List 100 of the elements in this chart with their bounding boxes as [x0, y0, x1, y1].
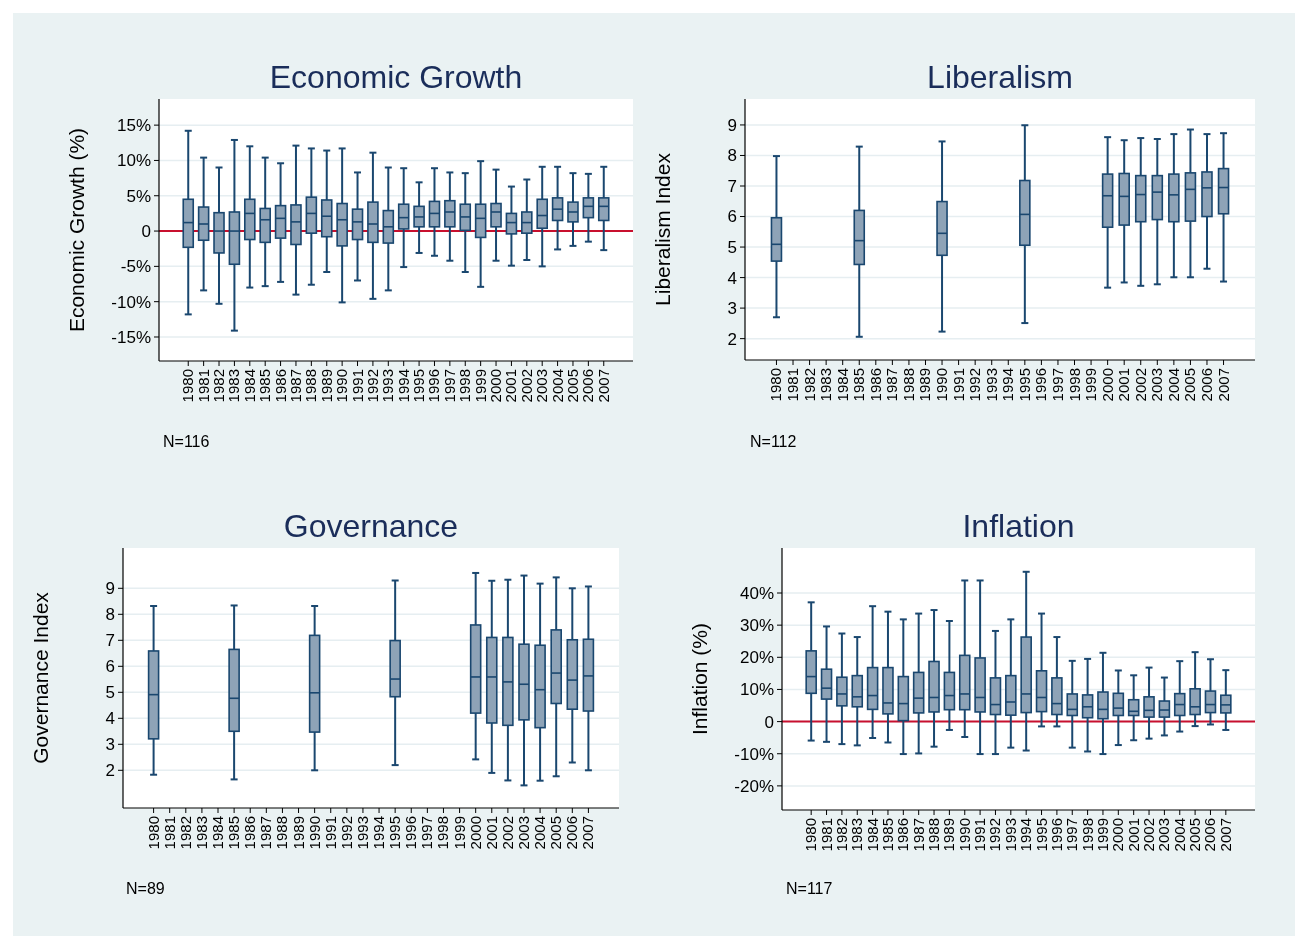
x-tick-label: 2000 — [487, 369, 505, 403]
y-tick-label: 5% — [126, 186, 151, 206]
x-tick-label: 2003 — [1155, 818, 1173, 852]
chart-title: Inflation — [962, 508, 1075, 544]
x-tick-label: 2007 — [1216, 818, 1234, 852]
chart-title: Governance — [283, 508, 459, 544]
x-tick-label: 1981 — [817, 818, 835, 852]
y-tick-label: 3 — [105, 735, 115, 755]
y-axis-title: Governance Index — [29, 591, 52, 764]
x-tick-label: 1992 — [363, 369, 381, 403]
x-tick-label: 1981 — [784, 368, 802, 402]
x-tick-label: 1989 — [289, 816, 307, 850]
x-tick-label: 2005 — [1186, 818, 1204, 852]
x-tick-label: 1986 — [241, 816, 259, 850]
x-tick-label: 1984 — [240, 369, 258, 403]
x-tick-label: 1988 — [899, 368, 917, 402]
x-tick-label: 1998 — [1078, 818, 1096, 852]
x-tick-label: 1987 — [909, 818, 927, 852]
x-tick-label: 1985 — [225, 816, 243, 850]
y-tick-label: 15% — [116, 116, 151, 136]
x-tick-label: 1982 — [832, 818, 850, 852]
x-tick-label: 1991 — [971, 818, 989, 852]
x-tick-label: 1999 — [471, 369, 489, 403]
x-tick-label: 2003 — [1148, 368, 1166, 402]
x-tick-label: 1986 — [866, 368, 884, 402]
x-tick-label: 2007 — [1214, 368, 1232, 402]
text: N=112 — [750, 432, 797, 450]
y-tick-label: -20% — [734, 776, 774, 796]
x-tick-label: 1987 — [286, 369, 304, 403]
x-tick-label: 1985 — [878, 818, 896, 852]
x-tick-label: 2007 — [594, 369, 612, 403]
x-tick-label: 2004 — [1164, 368, 1182, 402]
x-tick-label: 2005 — [563, 369, 581, 403]
x-tick-label: 1984 — [209, 816, 227, 850]
x-tick-label: 1982 — [800, 368, 818, 402]
x-tick-label: 1983 — [848, 818, 866, 852]
x-tick-label: 1994 — [370, 816, 388, 850]
x-tick-label: 1981 — [160, 816, 178, 850]
y-tick-label: 7 — [105, 631, 115, 651]
x-tick-label: 1998 — [1065, 368, 1083, 402]
chart-title: Economic Growth — [269, 59, 523, 95]
x-tick-label: 1990 — [333, 369, 351, 403]
y-tick-label: 2 — [105, 761, 115, 781]
x-tick-label: 1991 — [949, 368, 967, 402]
x-tick-label: 1994 — [999, 368, 1017, 402]
x-tick-label: 1993 — [353, 816, 371, 850]
x-tick-label: 1996 — [402, 816, 420, 850]
x-tick-label: 1987 — [257, 816, 275, 850]
y-tick-label: 6 — [727, 207, 737, 227]
x-tick-label: 2001 — [502, 369, 520, 403]
x-tick-label: 2003 — [533, 369, 551, 403]
x-tick-label: 1999 — [1082, 368, 1100, 402]
y-tick-label: 9 — [105, 579, 115, 599]
x-tick-label: 1999 — [450, 816, 468, 850]
x-tick-label: 1982 — [210, 369, 228, 403]
y-tick-label: 40% — [739, 583, 774, 603]
x-tick-label: 1988 — [302, 369, 320, 403]
x-tick-label: 2001 — [482, 816, 500, 850]
x-tick-label: 2002 — [1140, 818, 1158, 852]
x-tick-label: 1990 — [305, 816, 323, 850]
x-tick-label: 2002 — [498, 816, 516, 850]
y-axis-title: Inflation (%) — [688, 622, 711, 736]
x-tick-label: 2006 — [1197, 368, 1215, 402]
x-tick-label: 1997 — [418, 816, 436, 850]
x-tick-label: 1983 — [192, 816, 210, 850]
x-tick-label: 1997 — [1048, 368, 1066, 402]
x-tick-label: 1993 — [1001, 818, 1019, 852]
x-tick-label: 1992 — [966, 368, 984, 402]
x-tick-label: 1998 — [456, 369, 474, 403]
x-tick-label: 1992 — [337, 816, 355, 850]
x-tick-label: 1982 — [176, 816, 194, 850]
y-tick-label: 8 — [727, 146, 737, 166]
x-tick-label: 1995 — [386, 816, 404, 850]
x-tick-label: 2004 — [548, 369, 566, 403]
x-tick-label: 1999 — [1093, 818, 1111, 852]
x-tick-label: 1985 — [256, 369, 274, 403]
x-tick-label: 1980 — [179, 369, 197, 403]
x-tick-label: 2004 — [531, 816, 549, 850]
y-tick-label: -10% — [111, 292, 151, 312]
x-tick-label: 1988 — [925, 818, 943, 852]
y-tick-label: 30% — [739, 616, 774, 636]
text: N=89 — [126, 879, 165, 897]
x-tick-label: 2006 — [563, 816, 581, 850]
x-tick-label: 2004 — [1170, 818, 1188, 852]
x-tick-label: 1988 — [273, 816, 291, 850]
y-tick-label: 8 — [105, 605, 115, 625]
x-tick-label: 1994 — [1017, 818, 1035, 852]
x-tick-label: 2000 — [1109, 818, 1127, 852]
x-tick-label: 1989 — [916, 368, 934, 402]
x-tick-label: 1997 — [1063, 818, 1081, 852]
x-tick-label: 1986 — [271, 369, 289, 403]
x-tick-label: 1991 — [348, 369, 366, 403]
x-tick-label: 2005 — [1181, 368, 1199, 402]
x-tick-label: 1993 — [982, 368, 1000, 402]
x-tick-label: 1980 — [802, 818, 820, 852]
x-tick-label: 1997 — [440, 369, 458, 403]
y-tick-label: 4 — [727, 268, 737, 288]
y-tick-label: 10% — [739, 680, 774, 700]
y-tick-label: 0 — [141, 222, 151, 242]
x-tick-label: 2002 — [517, 369, 535, 403]
